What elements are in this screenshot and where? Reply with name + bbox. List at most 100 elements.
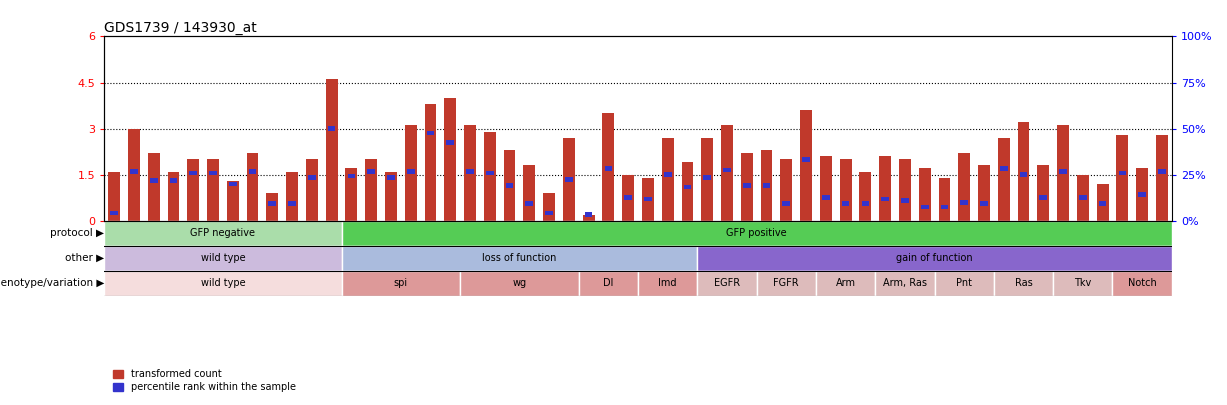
Bar bbox=[839, 159, 852, 221]
Bar bbox=[483, 132, 496, 221]
Bar bbox=[169, 179, 178, 183]
Bar bbox=[642, 178, 654, 221]
Bar bbox=[341, 271, 460, 296]
Bar bbox=[741, 153, 752, 221]
Bar bbox=[820, 156, 832, 221]
Bar bbox=[622, 175, 634, 221]
Bar bbox=[104, 271, 341, 296]
Text: Dl: Dl bbox=[604, 278, 614, 288]
Bar bbox=[150, 179, 157, 183]
Bar bbox=[1097, 184, 1108, 221]
Bar bbox=[269, 201, 276, 206]
Bar bbox=[958, 153, 971, 221]
Bar bbox=[780, 159, 793, 221]
Text: genotype/variation ▶: genotype/variation ▶ bbox=[0, 278, 104, 288]
Bar bbox=[104, 221, 341, 246]
Bar bbox=[980, 201, 988, 206]
Bar bbox=[697, 271, 757, 296]
Bar bbox=[1113, 271, 1172, 296]
Bar bbox=[664, 172, 671, 177]
Bar bbox=[110, 211, 118, 215]
Bar bbox=[347, 174, 356, 179]
Bar bbox=[697, 246, 1172, 271]
Bar bbox=[367, 169, 375, 174]
Bar bbox=[920, 205, 929, 209]
Bar bbox=[544, 193, 555, 221]
Bar bbox=[447, 140, 454, 145]
Bar bbox=[108, 172, 120, 221]
Bar bbox=[385, 172, 396, 221]
Text: Ras: Ras bbox=[1015, 278, 1032, 288]
Bar bbox=[816, 271, 875, 296]
Bar bbox=[763, 183, 771, 188]
Bar bbox=[387, 175, 395, 180]
Text: FGFR: FGFR bbox=[773, 278, 799, 288]
Bar bbox=[579, 271, 638, 296]
Bar bbox=[1098, 201, 1107, 206]
Bar bbox=[464, 126, 476, 221]
Bar bbox=[1058, 126, 1069, 221]
Bar bbox=[961, 200, 968, 205]
Bar bbox=[881, 197, 890, 201]
Text: wild type: wild type bbox=[200, 278, 245, 288]
Bar bbox=[901, 198, 909, 203]
Bar bbox=[1020, 172, 1027, 177]
Bar bbox=[859, 172, 871, 221]
Bar bbox=[1136, 168, 1148, 221]
Bar bbox=[585, 212, 593, 217]
Text: Imd: Imd bbox=[659, 278, 677, 288]
Text: GDS1739 / 143930_at: GDS1739 / 143930_at bbox=[104, 21, 256, 35]
Text: GFP positive: GFP positive bbox=[726, 228, 787, 238]
Text: spi: spi bbox=[394, 278, 407, 288]
Text: GFP negative: GFP negative bbox=[190, 228, 255, 238]
Bar bbox=[128, 128, 140, 221]
Bar bbox=[460, 271, 579, 296]
Text: wg: wg bbox=[513, 278, 526, 288]
Bar bbox=[188, 159, 199, 221]
Bar bbox=[1037, 165, 1049, 221]
Bar bbox=[227, 181, 239, 221]
Bar bbox=[1059, 169, 1067, 174]
Bar bbox=[783, 201, 790, 206]
Bar bbox=[919, 168, 930, 221]
Bar bbox=[286, 172, 298, 221]
Bar bbox=[325, 79, 337, 221]
Bar bbox=[742, 183, 751, 188]
Bar bbox=[229, 181, 237, 186]
Bar bbox=[802, 157, 810, 162]
Bar bbox=[341, 246, 697, 271]
Bar bbox=[130, 169, 137, 174]
Bar bbox=[168, 172, 179, 221]
Bar bbox=[761, 150, 773, 221]
Bar bbox=[1053, 271, 1113, 296]
Text: loss of function: loss of function bbox=[482, 253, 557, 263]
Bar bbox=[486, 171, 493, 175]
Bar bbox=[941, 205, 948, 209]
Bar bbox=[605, 166, 612, 171]
Bar bbox=[939, 178, 951, 221]
Bar bbox=[681, 162, 693, 221]
Bar bbox=[757, 271, 816, 296]
Bar bbox=[842, 201, 849, 206]
Bar bbox=[506, 183, 513, 188]
Bar bbox=[661, 138, 674, 221]
Bar bbox=[466, 169, 474, 174]
Bar bbox=[702, 138, 713, 221]
Bar bbox=[1077, 175, 1088, 221]
Bar bbox=[1039, 195, 1047, 200]
Bar bbox=[288, 201, 296, 206]
Bar bbox=[583, 215, 595, 221]
Bar bbox=[209, 171, 217, 175]
Legend: transformed count, percentile rank within the sample: transformed count, percentile rank withi… bbox=[109, 365, 299, 396]
Bar bbox=[861, 201, 869, 206]
Text: other ▶: other ▶ bbox=[65, 253, 104, 263]
Bar bbox=[800, 110, 812, 221]
Bar bbox=[503, 150, 515, 221]
Bar bbox=[822, 195, 829, 200]
Bar bbox=[602, 113, 615, 221]
Bar bbox=[1117, 135, 1129, 221]
Bar bbox=[638, 271, 697, 296]
Bar bbox=[1119, 171, 1126, 175]
Bar bbox=[328, 126, 335, 131]
Bar bbox=[994, 271, 1053, 296]
